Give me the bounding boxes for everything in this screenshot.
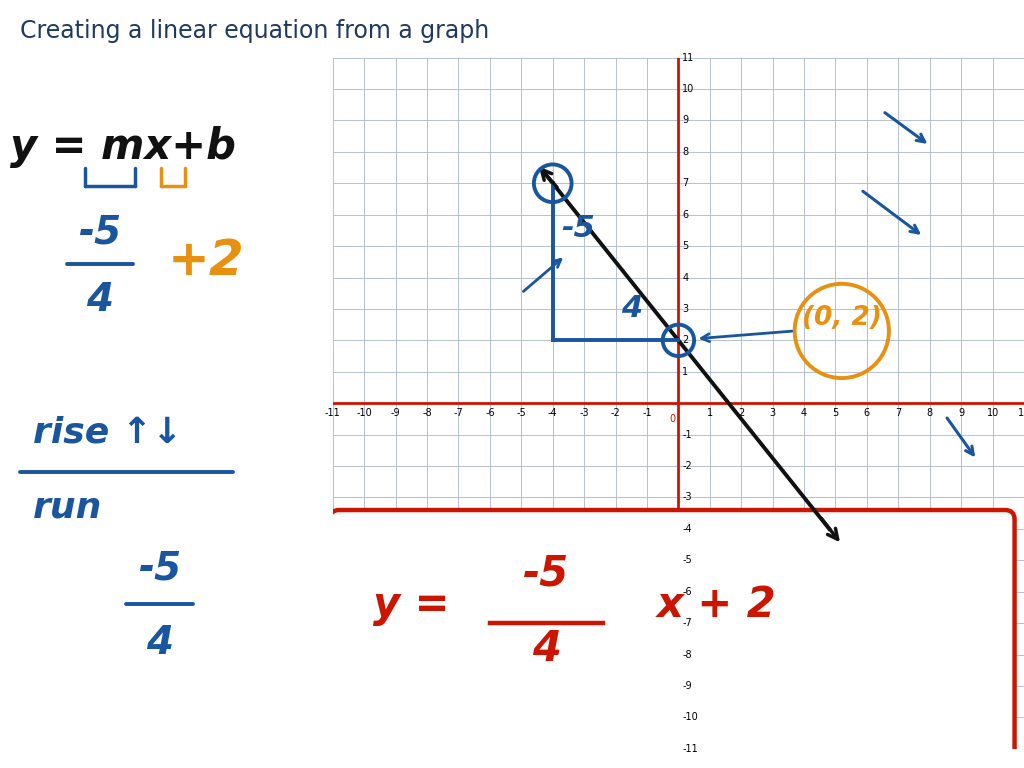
Text: -10: -10 xyxy=(356,408,372,418)
Text: -8: -8 xyxy=(682,650,692,660)
Text: x + 2: x + 2 xyxy=(656,584,776,626)
Text: -5: -5 xyxy=(78,214,122,251)
FancyBboxPatch shape xyxy=(330,510,1015,764)
Text: -4: -4 xyxy=(682,524,692,534)
Text: 1: 1 xyxy=(707,408,713,418)
Text: -5: -5 xyxy=(561,214,595,243)
Text: 7: 7 xyxy=(682,178,688,188)
Text: -5: -5 xyxy=(523,552,569,594)
Text: 4: 4 xyxy=(682,273,688,283)
Text: -6: -6 xyxy=(485,408,495,418)
Text: -9: -9 xyxy=(682,681,692,691)
Text: 4: 4 xyxy=(146,624,173,662)
Text: -3: -3 xyxy=(580,408,589,418)
Text: 8: 8 xyxy=(682,147,688,157)
Text: +2: +2 xyxy=(168,237,245,285)
Text: 5: 5 xyxy=(682,241,688,251)
Text: 10: 10 xyxy=(682,84,694,94)
Text: y = mx+b: y = mx+b xyxy=(10,126,236,167)
Text: -5: -5 xyxy=(516,408,526,418)
Text: 7: 7 xyxy=(895,408,901,418)
Text: -9: -9 xyxy=(391,408,400,418)
Text: -4: -4 xyxy=(548,408,557,418)
Text: 11: 11 xyxy=(1018,408,1024,418)
Text: (0, 2): (0, 2) xyxy=(802,305,882,331)
Text: 4: 4 xyxy=(621,294,642,323)
Text: 8: 8 xyxy=(927,408,933,418)
Text: -3: -3 xyxy=(682,492,692,502)
Text: 11: 11 xyxy=(682,52,694,63)
Text: -7: -7 xyxy=(454,408,463,418)
Text: 2: 2 xyxy=(738,408,744,418)
Text: -2: -2 xyxy=(682,461,692,471)
Text: -6: -6 xyxy=(682,587,692,597)
Text: y =: y = xyxy=(373,584,450,626)
Text: -8: -8 xyxy=(422,408,432,418)
Text: Creating a linear equation from a graph: Creating a linear equation from a graph xyxy=(20,19,489,43)
Text: -11: -11 xyxy=(325,408,341,418)
Text: -5: -5 xyxy=(138,549,181,587)
Text: 2: 2 xyxy=(682,336,688,346)
Text: -2: -2 xyxy=(610,408,621,418)
Text: 9: 9 xyxy=(958,408,965,418)
Text: 0: 0 xyxy=(670,414,676,424)
Text: 3: 3 xyxy=(770,408,776,418)
Text: -7: -7 xyxy=(682,618,692,628)
Text: 10: 10 xyxy=(986,408,998,418)
Text: 4: 4 xyxy=(531,627,561,670)
Text: 6: 6 xyxy=(682,210,688,220)
Text: 4: 4 xyxy=(86,281,114,319)
Text: 4: 4 xyxy=(801,408,807,418)
Text: 3: 3 xyxy=(682,304,688,314)
Text: rise ↑↓: rise ↑↓ xyxy=(33,415,182,449)
Text: 6: 6 xyxy=(864,408,870,418)
Text: run: run xyxy=(33,490,102,525)
Text: -1: -1 xyxy=(642,408,652,418)
Text: 5: 5 xyxy=(833,408,839,418)
Text: -11: -11 xyxy=(682,743,698,754)
Text: -10: -10 xyxy=(682,713,698,723)
Text: 1: 1 xyxy=(682,367,688,377)
Text: -1: -1 xyxy=(682,429,692,439)
Text: -5: -5 xyxy=(682,555,692,565)
Text: 9: 9 xyxy=(682,115,688,125)
